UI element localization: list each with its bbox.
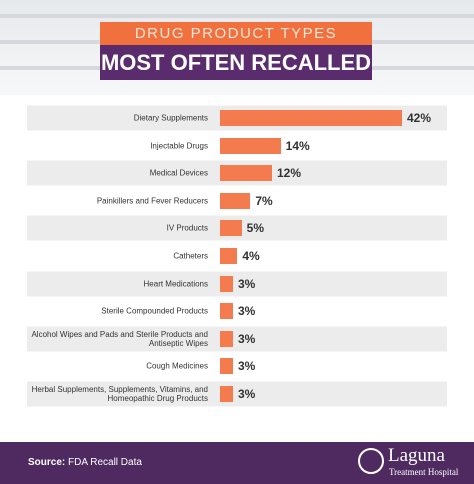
logo-icon [358, 448, 384, 474]
source-label: Source: [28, 457, 66, 468]
chart-title: DRUG PRODUCT TYPES [100, 22, 372, 46]
category-label: Sterile Compounded Products [101, 306, 208, 316]
value-label: 12% [277, 166, 302, 181]
row-background [27, 271, 447, 297]
value-label: 3% [238, 387, 256, 401]
source-text: FDA Recall Data [68, 457, 142, 468]
shelf [0, 14, 474, 18]
value-label: 5% [246, 221, 264, 236]
chart-subtitle: MOST OFTEN RECALLED [100, 45, 372, 80]
value-label: 3% [238, 359, 256, 374]
footer: Source: FDA Recall Data Laguna Treatment… [0, 442, 474, 484]
bar [220, 110, 402, 126]
bar [220, 137, 281, 154]
bar [220, 358, 233, 375]
category-label: Alcohol Wipes and Pads and Sterile Produ… [31, 329, 208, 348]
category-label: Painkillers and Fever Reducers [96, 196, 208, 206]
value-label: 3% [238, 304, 256, 319]
bar [220, 220, 242, 237]
value-label: 42% [407, 111, 432, 125]
brand: Laguna [388, 445, 445, 466]
value-label: 7% [255, 193, 273, 208]
bar [220, 192, 251, 209]
brand-tagline: Treatment Hospital [389, 467, 459, 477]
value-label: 14% [285, 138, 310, 153]
value-label: 4% [242, 249, 260, 263]
category-label: Dietary Supplements [133, 113, 208, 123]
row-background [27, 326, 447, 352]
bar [220, 330, 233, 347]
bar [220, 386, 233, 402]
category-label: Catheters [173, 251, 208, 261]
chart: Dietary Supplements 42% Injectable Drugs 14… [27, 105, 447, 407]
value-label: 3% [238, 276, 256, 291]
category-label: Cough Medicines [146, 361, 208, 371]
source: Source: FDA Recall Data [28, 457, 142, 468]
bar [220, 275, 233, 292]
bar [220, 303, 233, 320]
category-label: Medical Devices [149, 168, 208, 178]
category-label: Herbal Supplements, Supplements, Vitamin… [31, 385, 208, 403]
category-label: Injectable Drugs [150, 141, 208, 151]
category-label: IV Products [166, 223, 208, 233]
bar [220, 248, 238, 264]
value-label: 3% [238, 331, 256, 346]
category-label: Heart Medications [143, 279, 208, 289]
row-background [27, 381, 447, 407]
bar [220, 165, 272, 182]
